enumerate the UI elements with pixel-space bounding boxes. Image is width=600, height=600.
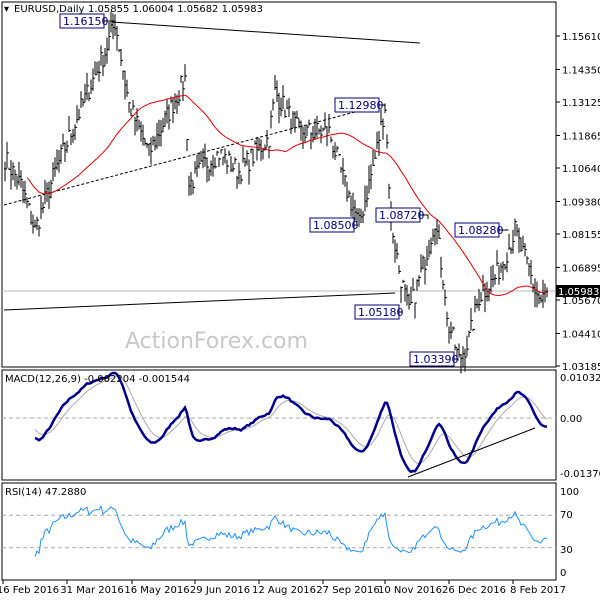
price-panel <box>1 1 557 368</box>
trendline-dashed <box>3 111 356 206</box>
price-annotation: 1.08720 <box>379 209 425 222</box>
price-tick-label: 1.10640 <box>562 164 600 175</box>
macd-line <box>34 371 548 474</box>
rsi-tick: 70 <box>560 510 573 521</box>
macd-signal-line <box>34 375 548 465</box>
moving-average-line <box>26 94 548 296</box>
price-annotation: 1.08280 <box>458 224 504 237</box>
date-tick-label: 10 Nov 2016 <box>378 585 442 596</box>
price-annotation: 1.12980 <box>338 99 384 112</box>
price-tick-label: 1.08155 <box>562 230 600 241</box>
price-tick-label: 1.11865 <box>562 131 600 142</box>
price-annotation: 1.08500 <box>313 219 359 232</box>
price-tick-label: 1.04410 <box>562 329 600 340</box>
price-tick-label: 1.13125 <box>562 98 600 109</box>
rsi-tick: 100 <box>560 487 579 498</box>
price-annotation: 1.05180 <box>358 306 404 319</box>
price-annotation: 1.16150 <box>63 15 109 28</box>
date-tick-label: 16 May 2016 <box>124 585 189 596</box>
annotation-leader <box>454 358 459 361</box>
rsi-tick: 30 <box>560 545 573 556</box>
price-tick-label: 1.06895 <box>562 263 600 274</box>
macd-tick: -0.013709 <box>560 469 600 480</box>
annotation-leader <box>379 104 385 106</box>
price-tick-label: 1.09380 <box>562 197 600 208</box>
price-tick-label: 1.03185 <box>562 362 600 373</box>
rsi-tick: 0 <box>560 568 566 579</box>
rsi-title: RSI(14) 47.2880 <box>5 487 86 498</box>
price-tick-label: 1.05670 <box>562 296 600 307</box>
date-tick-label: 8 Feb 2017 <box>510 585 566 596</box>
date-tick-label: 12 Aug 2016 <box>252 585 316 596</box>
macd-tick: 0.010325 <box>560 373 600 384</box>
macd-title: MACD(12,26,9) -0.002204 -0.001544 <box>5 374 190 385</box>
rsi-panel <box>1 482 557 581</box>
current-price-label: 1.05983 <box>558 287 599 298</box>
trendline-lower <box>3 292 396 311</box>
date-tick-label: 31 Mar 2016 <box>60 585 123 596</box>
annotation-leader <box>399 311 403 314</box>
price-header-arrow[interactable]: ▾ <box>4 4 9 15</box>
ohlc-values: 1.05855 1.06004 1.05682 1.05983 <box>88 4 263 15</box>
trendline-upper <box>111 21 421 44</box>
price-tick-label: 1.15610 <box>562 32 600 43</box>
date-tick-label: 27 Sep 2016 <box>316 585 379 596</box>
price-tick-label: 1.14350 <box>562 65 600 76</box>
macd-tick: 0.00 <box>560 414 582 425</box>
symbol-label: EURUSD,Daily <box>14 4 85 15</box>
watermark: ActionForex.com <box>125 329 308 354</box>
rsi-line <box>34 504 548 557</box>
annotation-leader <box>420 214 429 219</box>
macd-panel <box>1 369 557 481</box>
date-tick-label: 26 Dec 2016 <box>442 585 506 596</box>
current-price-tag <box>556 285 600 297</box>
price-annotation: 1.03390 <box>413 353 459 366</box>
date-tick-label: 16 Feb 2016 <box>0 585 59 596</box>
annotation-leader <box>104 20 116 22</box>
macd-trendline <box>407 427 536 478</box>
annotation-leader <box>499 229 509 231</box>
date-tick-label: 29 Jun 2016 <box>190 585 250 596</box>
